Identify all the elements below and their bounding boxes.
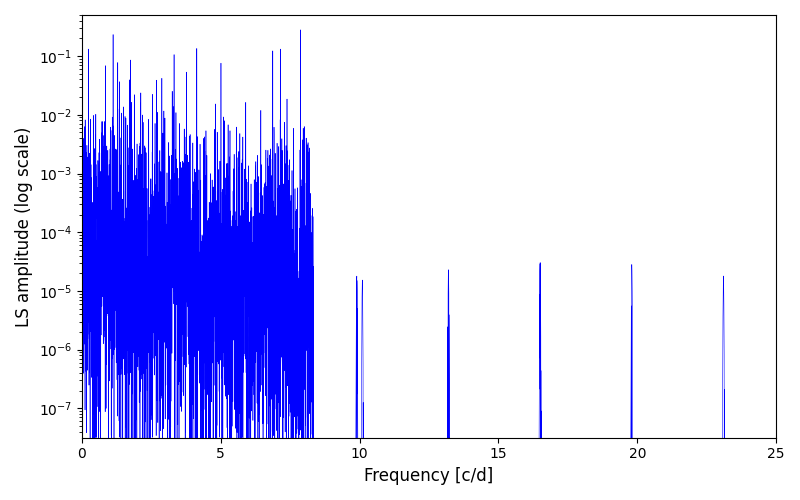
Y-axis label: LS amplitude (log scale): LS amplitude (log scale) — [15, 126, 33, 326]
X-axis label: Frequency [c/d]: Frequency [c/d] — [364, 467, 494, 485]
